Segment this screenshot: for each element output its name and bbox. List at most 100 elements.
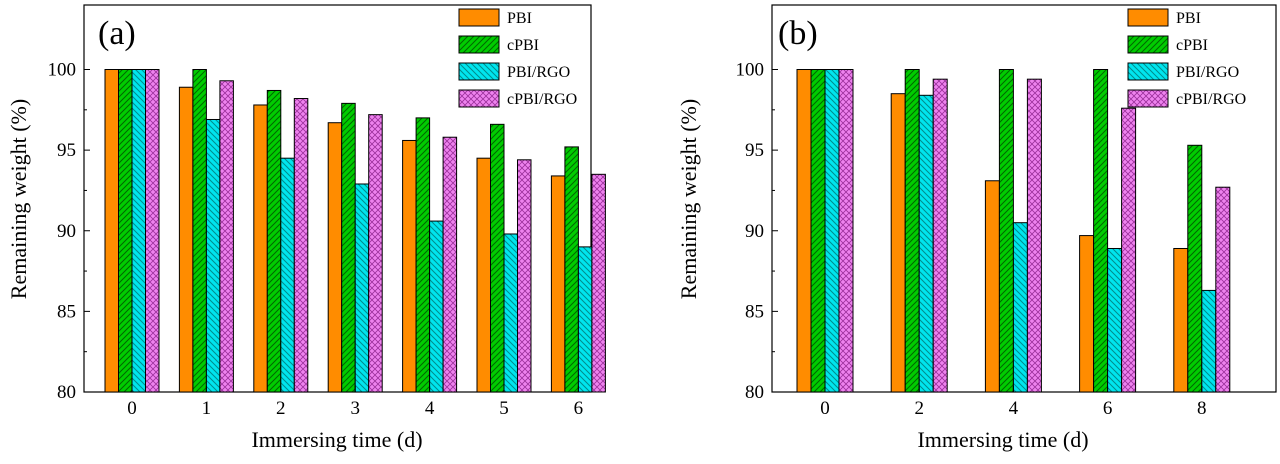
bar-cpbi xyxy=(1187,144,1203,393)
legend-label: PBI/RGO xyxy=(507,64,570,81)
bar-cpbi xyxy=(904,69,920,393)
chart-b-xaxis: 0 2 4 6 8 xyxy=(820,386,1207,419)
chart-a-panel-label: (a) xyxy=(98,15,136,52)
bar-pbi xyxy=(796,69,812,393)
y-tick-label: 100 xyxy=(736,60,765,81)
legend-swatch xyxy=(458,35,500,54)
bar-pbi xyxy=(476,157,491,393)
bar-pbi xyxy=(550,175,566,393)
bar-pbi xyxy=(327,122,343,393)
x-tick-label: 0 xyxy=(820,398,830,419)
bar-pbi-rgo xyxy=(918,94,934,393)
bar-cpbi xyxy=(1093,69,1109,393)
bar-cpbi xyxy=(490,123,505,393)
legend-swatch xyxy=(1127,89,1169,108)
bar-cpbi-rgo xyxy=(1026,78,1042,393)
bar-pbi xyxy=(104,69,119,393)
chart-b-bars xyxy=(796,69,1231,393)
x-tick-label: 5 xyxy=(499,398,509,419)
chart-a-bars xyxy=(104,69,606,393)
legend-label: cPBI xyxy=(1176,37,1208,54)
bar-cpbi-rgo xyxy=(145,69,160,393)
legend-label: cPBI/RGO xyxy=(507,91,577,108)
x-tick-label: 0 xyxy=(127,398,137,419)
bar-cpbi xyxy=(998,69,1014,393)
y-tick-label: 95 xyxy=(745,140,764,161)
chart-b-yaxis: 80 85 90 95 100 xyxy=(736,60,778,403)
bar-cpbi-rgo xyxy=(517,159,532,393)
x-tick-label: 6 xyxy=(574,398,584,419)
bar-cpbi-rgo xyxy=(932,78,948,393)
x-tick-label: 4 xyxy=(1009,398,1019,419)
bar-pbi xyxy=(1079,235,1095,393)
bar-pbi-rgo xyxy=(503,233,518,393)
legend-swatch xyxy=(1127,35,1169,54)
bar-pbi xyxy=(984,180,1000,393)
bar-pbi-rgo xyxy=(1012,222,1028,393)
x-tick-label: 2 xyxy=(914,398,924,419)
bar-cpbi-rgo xyxy=(368,114,383,393)
legend-swatch xyxy=(458,8,500,27)
bar-cpbi-rgo xyxy=(442,136,458,393)
chart-a-xaxis: 0 1 2 3 4 5 6 xyxy=(127,386,583,419)
legend-label: cPBI/RGO xyxy=(1176,91,1246,108)
x-tick-label: 2 xyxy=(276,398,286,419)
bar-cpbi-rgo xyxy=(219,80,234,393)
bar-cpbi xyxy=(192,69,207,393)
bar-pbi-rgo xyxy=(280,157,295,393)
chart-b: 80 85 90 95 100 0 2 4 6 8 (b) Immersing time (d)… xyxy=(676,4,1277,452)
bar-pbi xyxy=(178,86,194,393)
bar-cpbi-rgo xyxy=(838,69,854,393)
y-tick-label: 85 xyxy=(57,301,76,322)
x-tick-label: 1 xyxy=(202,398,212,419)
legend-swatch xyxy=(1127,62,1169,81)
bar-pbi-rgo xyxy=(205,118,221,393)
legend-swatch xyxy=(458,62,500,81)
bar-pbi xyxy=(1173,247,1189,393)
bar-cpbi-rgo xyxy=(293,98,309,393)
bar-cpbi xyxy=(810,69,826,393)
chart-a-xlabel: Immersing time (d) xyxy=(251,427,422,452)
bar-pbi-rgo xyxy=(354,183,370,393)
y-tick-label: 80 xyxy=(57,382,76,403)
x-tick-label: 6 xyxy=(1103,398,1113,419)
chart-a-yaxis: 80 85 90 95 100 xyxy=(48,60,90,403)
bar-cpbi-rgo xyxy=(1215,186,1231,393)
chart-a-legend: PBI cPBI PBI/RGO cPBI/RGO xyxy=(458,8,577,108)
y-tick-label: 85 xyxy=(745,301,764,322)
bar-cpbi xyxy=(341,102,356,393)
chart-b-xlabel: Immersing time (d) xyxy=(917,427,1088,452)
bar-cpbi xyxy=(564,146,579,393)
y-tick-label: 90 xyxy=(57,221,76,242)
bar-pbi-rgo xyxy=(1107,247,1123,393)
bar-cpbi-rgo xyxy=(1121,107,1137,393)
bar-pbi xyxy=(890,93,906,393)
chart-b-ylabel: Remaining weight (%) xyxy=(676,99,701,299)
bar-pbi-rgo xyxy=(131,69,146,393)
y-tick-label: 80 xyxy=(745,382,764,403)
bar-pbi xyxy=(402,139,417,393)
chart-a: 80 85 90 95 100 0 1 2 3 4 5 6 (a) Immersing time (… xyxy=(6,4,606,452)
bar-cpbi xyxy=(118,69,133,393)
bar-cpbi xyxy=(266,89,282,393)
y-tick-label: 100 xyxy=(48,60,77,81)
legend-label: cPBI xyxy=(507,37,539,54)
bar-cpbi-rgo xyxy=(591,173,606,393)
legend-label: PBI xyxy=(1176,10,1201,27)
legend-swatch xyxy=(1127,8,1169,27)
y-tick-label: 90 xyxy=(745,221,764,242)
bar-pbi-rgo xyxy=(577,246,593,393)
chart-b-legend: PBI cPBI PBI/RGO cPBI/RGO xyxy=(1127,8,1246,108)
bar-pbi-rgo xyxy=(824,69,840,393)
legend-label: PBI xyxy=(507,10,532,27)
bar-pbi-rgo xyxy=(429,220,444,393)
y-tick-label: 95 xyxy=(57,140,76,161)
x-tick-label: 3 xyxy=(350,398,360,419)
legend-swatch xyxy=(458,89,500,108)
x-tick-label: 4 xyxy=(425,398,435,419)
bar-pbi xyxy=(253,104,268,393)
chart-a-ylabel: Remaining weight (%) xyxy=(6,99,31,299)
bar-pbi-rgo xyxy=(1201,289,1217,393)
bar-cpbi xyxy=(415,117,431,393)
